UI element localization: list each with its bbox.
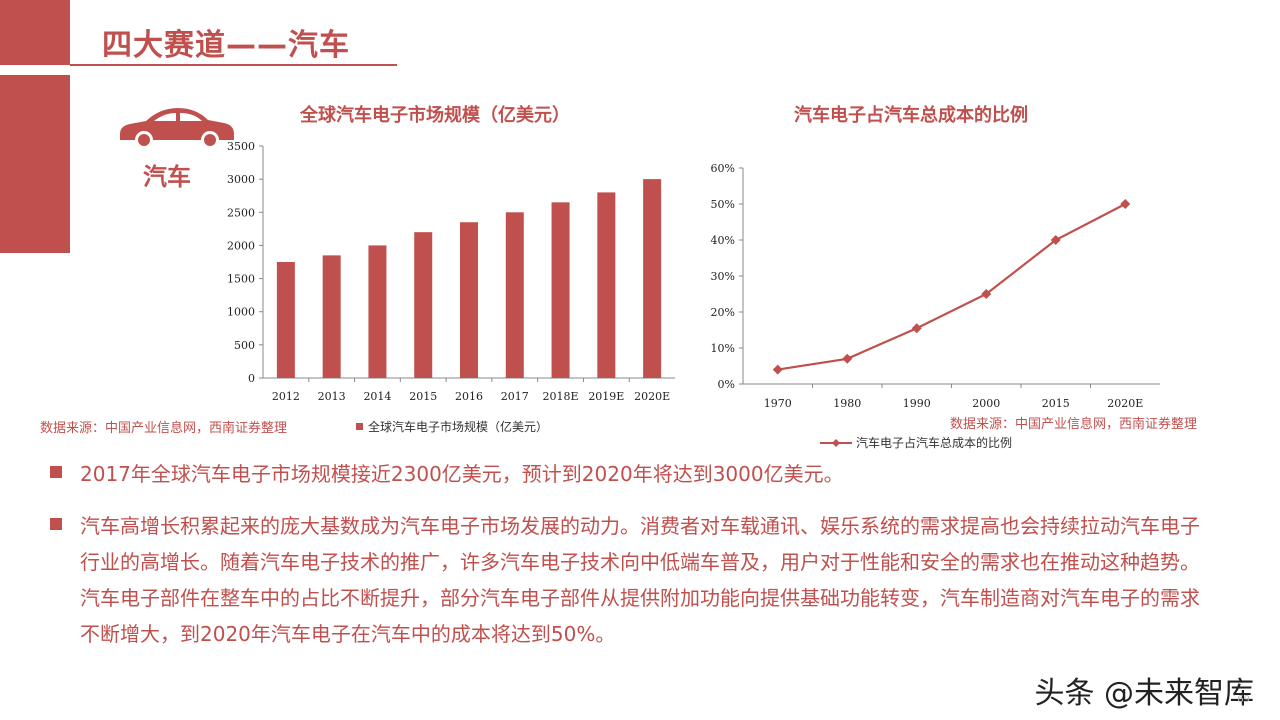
line-chart-source: 数据来源：中国产业信息网，西南证券整理 (950, 417, 1198, 432)
x-tick-label: 2013 (318, 390, 346, 403)
bar (551, 202, 570, 378)
bar (368, 245, 387, 378)
bullet-text: 汽车高增长积累起来的庞大基数成为汽车电子市场发展的动力。消费者对车载通讯、娱乐系… (80, 514, 1200, 646)
data-point (1050, 235, 1061, 245)
section-label: 汽车 (143, 163, 191, 191)
y-tick-label: 2500 (227, 206, 255, 219)
bar-chart-title: 全球汽车电子市场规模（亿美元） (300, 105, 570, 126)
x-tick-label: 2018E (543, 390, 579, 403)
y-tick-label: 500 (234, 339, 255, 352)
y-tick-label: 1000 (227, 306, 255, 319)
bar (414, 232, 433, 378)
x-tick-label: 2000 (972, 397, 1000, 410)
bar (460, 222, 478, 378)
bullet-2: 汽车高增长积累起来的庞大基数成为汽车电子市场发展的动力。消费者对车载通讯、娱乐系… (50, 508, 1200, 652)
sidebar-accent-block (0, 75, 70, 253)
x-tick-label: 2016 (455, 390, 483, 403)
x-tick-label: 2020E (1107, 397, 1143, 410)
bar (276, 262, 295, 378)
x-tick-label: 1980 (833, 397, 861, 410)
bar-chart-source: 数据来源：中国产业信息网，西南证券整理 (40, 421, 288, 436)
page-number: 69 (1237, 694, 1250, 705)
x-tick-label: 1970 (764, 397, 792, 410)
x-tick-label: 2017 (501, 390, 529, 403)
line-chart: 0% 10% 20% 30% 40% 50% 60% 1970 1980 1990 2000 2015… (711, 162, 1160, 410)
data-point (842, 353, 853, 364)
y-tick-label: 3500 (227, 140, 255, 153)
bar-legend-swatch (356, 423, 363, 430)
y-tick-label: 50% (711, 198, 735, 211)
bar (643, 179, 662, 378)
line-legend-label: 汽车电子占汽车总成本的比例 (856, 436, 1013, 450)
bullet-marker (50, 466, 62, 478)
y-tick-label: 1500 (227, 273, 255, 286)
x-tick-label: 2015 (1042, 397, 1070, 410)
car-icon (120, 108, 234, 149)
x-tick-label: 1990 (903, 397, 931, 410)
x-tick-label: 2019E (588, 390, 624, 403)
bar-chart: 0 500 1000 1500 2000 2500 3000 3500 2012 2013 2014… (227, 140, 675, 403)
line-chart-title: 汽车电子占汽车总成本的比例 (794, 105, 1028, 126)
line-legend-marker (820, 438, 852, 447)
x-tick-label: 2020E (634, 390, 670, 403)
x-tick-label: 2015 (409, 390, 437, 403)
data-point (1120, 199, 1131, 209)
y-tick-label: 0% (718, 378, 735, 391)
y-tick-label: 10% (711, 342, 735, 355)
x-tick-label: 2014 (363, 390, 391, 403)
watermark: 头条 @未来智库 (1034, 676, 1254, 711)
bullet-marker (50, 518, 62, 530)
y-tick-label: 2000 (227, 239, 255, 252)
bar (597, 192, 616, 378)
y-tick-label: 0 (248, 372, 255, 385)
data-point (772, 364, 783, 375)
line-chart-legend: 汽车电子占汽车总成本的比例 (820, 434, 1012, 451)
bullet-text: 2017年全球汽车电子市场规模接近2300亿美元，预计到2020年将达到3000… (80, 462, 844, 486)
y-tick-label: 20% (711, 306, 735, 319)
y-tick-label: 40% (711, 234, 735, 247)
y-tick-label: 60% (711, 162, 735, 175)
header-accent-block (0, 0, 70, 65)
bullet-1: 2017年全球汽车电子市场规模接近2300亿美元，预计到2020年将达到3000… (50, 456, 1230, 492)
bar-legend-label: 全球汽车电子市场规模（亿美元） (368, 420, 549, 434)
x-tick-label: 2012 (272, 390, 300, 403)
title-underline (70, 64, 397, 66)
bar (322, 255, 341, 378)
data-point (911, 323, 922, 334)
bar-chart-legend: 全球汽车电子市场规模（亿美元） (356, 418, 548, 435)
series-line (777, 203, 1126, 371)
bar (505, 212, 524, 378)
page-title: 四大赛道——汽车 (102, 28, 350, 63)
y-tick-label: 3000 (227, 173, 255, 186)
data-point (981, 289, 992, 299)
y-tick-label: 30% (711, 270, 735, 283)
